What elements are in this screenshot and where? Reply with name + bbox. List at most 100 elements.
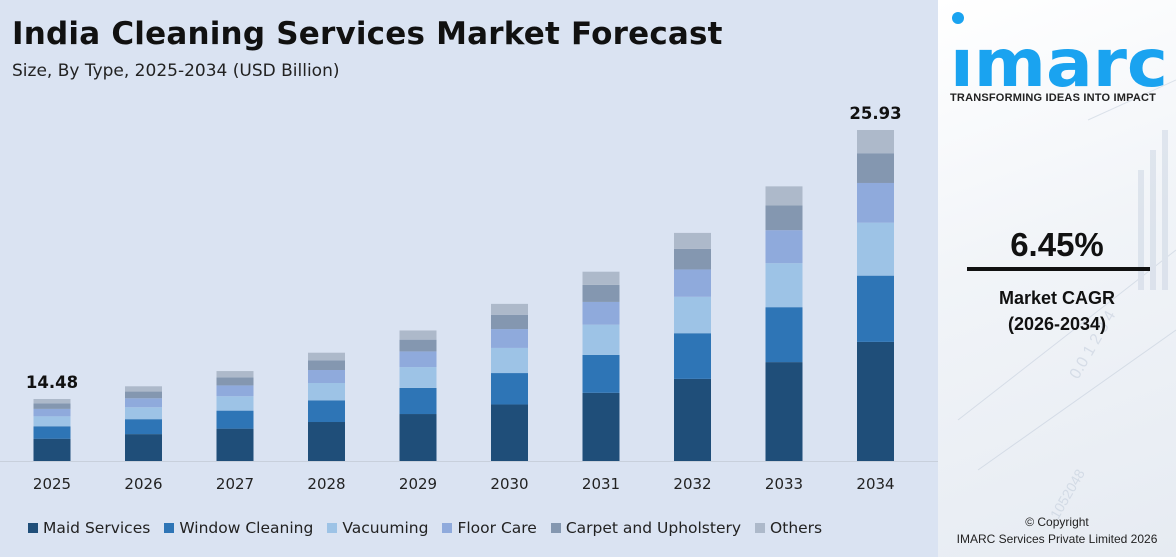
bar-segment-floor-care-2025: [33, 408, 71, 417]
bar-segment-others-2029: [399, 330, 437, 340]
bar-segment-others-2032: [674, 232, 711, 249]
bar-segment-others-2026: [125, 386, 162, 392]
bar-segment-floor-care-2027: [216, 385, 254, 397]
bar-segment-window-cleaning-2032: [674, 333, 711, 379]
bar-segment-window-cleaning-2029: [399, 387, 437, 415]
bar-segment-floor-care-2031: [582, 301, 620, 325]
bar-segment-floor-care-2026: [125, 398, 162, 408]
bar-segment-carpet-and-upholstery-2031: [582, 284, 620, 302]
data-label-2034: 25.93: [849, 104, 901, 123]
bar-segment-window-cleaning-2031: [582, 354, 620, 393]
bar-segment-vacuuming-2027: [216, 396, 254, 411]
bar-segment-carpet-and-upholstery-2027: [216, 377, 254, 386]
bar-segment-carpet-and-upholstery-2028: [308, 360, 345, 371]
bar-segment-window-cleaning-2026: [125, 419, 162, 435]
cagr-label-line1: Market CAGR: [998, 288, 1116, 308]
bar-segment-floor-care-2033: [765, 230, 803, 264]
bar-segment-maid-services-2029: [399, 414, 437, 461]
legend-item-floor-care: Floor Care: [442, 519, 537, 537]
bar-segment-vacuuming-2028: [308, 383, 345, 401]
x-tick-label: 2027: [216, 475, 254, 493]
bar-segment-floor-care-2030: [491, 329, 528, 348]
x-tick-label: 2030: [490, 475, 528, 493]
bar-segment-window-cleaning-2028: [308, 400, 345, 423]
bar-segment-vacuuming-2029: [399, 367, 437, 388]
legend-swatch: [164, 523, 175, 533]
bar-segment-window-cleaning-2034: [857, 275, 894, 342]
bar-segment-floor-care-2028: [308, 370, 345, 384]
x-tick-label: 2033: [765, 475, 803, 493]
bar-segment-maid-services-2032: [674, 378, 711, 461]
x-tick-label: 2032: [673, 475, 711, 493]
legend-swatch: [28, 523, 38, 533]
bar-segment-floor-care-2032: [674, 269, 711, 297]
bar-segment-others-2033: [765, 186, 803, 206]
svg-text:ımarc: ımarc: [950, 25, 1168, 92]
bar-segment-others-2028: [308, 352, 345, 361]
bar-segment-window-cleaning-2033: [765, 307, 803, 363]
bar-segment-window-cleaning-2027: [216, 410, 254, 429]
bar-segment-others-2031: [582, 271, 620, 285]
bar-segment-maid-services-2033: [765, 362, 803, 461]
cagr-label-line2: (2026-2034): [1007, 314, 1107, 334]
bar-segment-maid-services-2030: [491, 404, 528, 461]
x-tick-label: 2029: [399, 475, 437, 493]
legend-label: Maid Services: [43, 519, 151, 537]
bar-segment-vacuuming-2031: [582, 324, 620, 355]
brand-tagline: TRANSFORMING IDEAS INTO IMPACT: [950, 92, 1157, 104]
legend-label: Vacuuming: [342, 519, 429, 537]
bar-segment-others-2025: [33, 399, 71, 404]
bar-segment-vacuuming-2034: [857, 222, 894, 276]
legend-item-vacuuming: Vacuuming: [327, 519, 428, 537]
bar-segment-others-2027: [216, 371, 254, 378]
x-tick-label: 2026: [124, 475, 162, 493]
x-tick-label: 2025: [33, 475, 71, 493]
bar-segment-carpet-and-upholstery-2026: [125, 391, 162, 399]
x-tick-label: 2031: [582, 475, 620, 493]
legend: Maid Services Window Cleaning Vacuuming Flo…: [28, 519, 836, 537]
bar-segment-carpet-and-upholstery-2032: [674, 248, 711, 270]
bar-segment-maid-services-2034: [857, 341, 894, 461]
bar-segment-carpet-and-upholstery-2033: [765, 205, 803, 231]
chart-subtitle: Size, By Type, 2025-2034 (USD Billion): [12, 61, 340, 81]
bar-segment-window-cleaning-2030: [491, 373, 528, 405]
legend-item-carpet-and-upholstery: Carpet and Upholstery: [550, 519, 742, 537]
chart-panel: India Cleaning Services Market Forecast …: [0, 16, 938, 537]
bar-segment-floor-care-2034: [857, 182, 894, 223]
bar-segment-maid-services-2025: [33, 438, 71, 461]
bar-segment-maid-services-2028: [308, 422, 345, 461]
bar-segment-floor-care-2029: [399, 351, 437, 368]
stacked-bar-chart: 2025 14.48 2026 2027 2028 2029 2030 2031 2032 203…: [0, 104, 938, 493]
legend-item-others: Others: [755, 519, 822, 537]
bar-segment-maid-services-2031: [582, 392, 620, 461]
bar-segment-carpet-and-upholstery-2030: [491, 314, 528, 330]
legend-label: Others: [770, 519, 823, 537]
imarc-logo: ımarc: [950, 12, 1168, 92]
bar-segment-maid-services-2026: [125, 434, 162, 461]
x-tick-label: 2034: [856, 475, 894, 493]
chart-title: India Cleaning Services Market Forecast: [12, 16, 723, 52]
bar-segment-window-cleaning-2025: [33, 426, 71, 439]
data-label-2025: 14.48: [26, 373, 78, 392]
copyright-line2: IMARC Services Private Limited 2026: [956, 532, 1158, 546]
bar-segment-carpet-and-upholstery-2025: [33, 403, 71, 409]
bar-segment-vacuuming-2033: [765, 263, 803, 308]
bar-segment-vacuuming-2032: [674, 296, 711, 334]
bar-segment-vacuuming-2026: [125, 407, 162, 420]
legend-label: Floor Care: [457, 519, 537, 537]
bar-segment-maid-services-2027: [216, 428, 254, 461]
legend-swatch: [327, 523, 338, 533]
bar-segment-others-2034: [857, 130, 894, 154]
legend-label: Window Cleaning: [179, 519, 314, 537]
legend-item-maid-services: Maid Services: [28, 519, 150, 537]
legend-swatch: [550, 523, 561, 533]
bar-segment-carpet-and-upholstery-2034: [857, 153, 894, 183]
bar-segment-others-2030: [491, 303, 528, 315]
legend-swatch: [755, 523, 766, 533]
info-panel: 0.0 1 2 3 4 1052048 ımarc TRANSFORMING I…: [938, 0, 1176, 557]
bar-segment-vacuuming-2025: [33, 416, 71, 427]
legend-label: Carpet and Upholstery: [565, 519, 742, 537]
copyright: © Copyright IMARC Services Private Limit…: [938, 514, 1176, 548]
cagr-label: Market CAGR (2026-2034): [938, 285, 1176, 337]
legend-item-window-cleaning: Window Cleaning: [164, 519, 313, 537]
